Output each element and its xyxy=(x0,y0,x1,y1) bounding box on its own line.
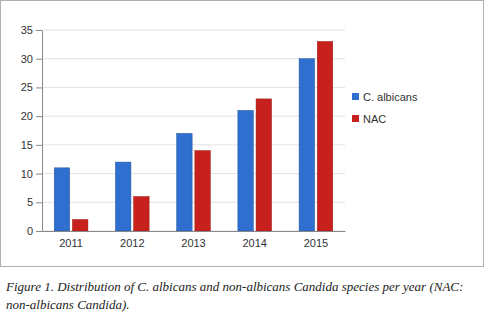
bar xyxy=(256,99,271,231)
y-tick: 5 xyxy=(27,196,42,208)
grid-line xyxy=(42,30,345,31)
y-tick-label: 20 xyxy=(21,110,33,122)
y-tick-mark xyxy=(36,30,42,31)
bar xyxy=(195,151,210,231)
bars xyxy=(54,41,333,231)
y-tick: 25 xyxy=(21,81,42,93)
x-tick-label: 2012 xyxy=(120,237,144,249)
bar xyxy=(238,110,253,231)
y-tick: 15 xyxy=(21,139,42,151)
bar xyxy=(317,41,332,231)
y-tick-mark xyxy=(36,202,42,203)
y-tick-label: 25 xyxy=(21,81,33,93)
bar xyxy=(72,220,87,231)
legend-label: C. albicans xyxy=(363,91,418,103)
x-tick-label: 2011 xyxy=(59,237,83,249)
series-bars xyxy=(72,41,332,231)
y-axis-line xyxy=(42,31,43,232)
x-tick-label: 2014 xyxy=(242,237,266,249)
y-tick-label: 35 xyxy=(21,24,33,36)
bar xyxy=(177,133,192,231)
x-tick: 2011 xyxy=(59,231,83,249)
y-tick: 35 xyxy=(21,24,42,36)
legend: C. albicans NAC xyxy=(352,91,418,125)
legend-label: NAC xyxy=(363,113,386,125)
x-tick-label: 2013 xyxy=(181,237,205,249)
chart-frame xyxy=(1,1,484,267)
x-axis: 2011 2012 2013 2014 2015 xyxy=(43,231,346,249)
y-tick-mark xyxy=(36,59,42,60)
y-tick-mark xyxy=(36,116,42,117)
x-tick: 2013 xyxy=(181,231,205,249)
x-tick-label: 2015 xyxy=(304,237,328,249)
grid xyxy=(42,30,345,231)
caption: Figure 1. Distribution of C. albicans an… xyxy=(5,279,463,312)
y-tick-label: 10 xyxy=(21,168,33,180)
y-tick: 10 xyxy=(21,168,42,180)
x-tick: 2014 xyxy=(242,231,266,249)
x-axis-line xyxy=(43,231,346,232)
y-tick-mark xyxy=(36,231,42,232)
y-tick-mark xyxy=(36,145,42,146)
bar xyxy=(54,168,69,231)
y-axis: 0 5 10 15 20 25 30 35 xyxy=(21,24,43,237)
series-bars xyxy=(54,59,314,231)
y-tick: 30 xyxy=(21,53,42,65)
y-tick-mark xyxy=(36,87,42,88)
y-tick: 0 xyxy=(27,225,42,237)
y-tick: 20 xyxy=(21,110,42,122)
bar xyxy=(115,162,130,231)
y-tick-label: 15 xyxy=(21,139,33,151)
y-tick-label: 0 xyxy=(27,225,33,237)
y-tick-mark xyxy=(36,174,42,175)
legend-swatch xyxy=(352,93,359,100)
x-tick: 2012 xyxy=(120,231,144,249)
x-tick: 2015 xyxy=(304,231,328,249)
legend-swatch xyxy=(352,115,359,122)
y-tick-label: 5 xyxy=(27,196,33,208)
bar xyxy=(134,197,149,231)
chart: 0 5 10 15 20 25 30 35 2011 2012 2013 2014 2015 C. alb… xyxy=(0,0,484,329)
bar xyxy=(299,59,314,231)
y-tick-label: 30 xyxy=(21,53,33,65)
